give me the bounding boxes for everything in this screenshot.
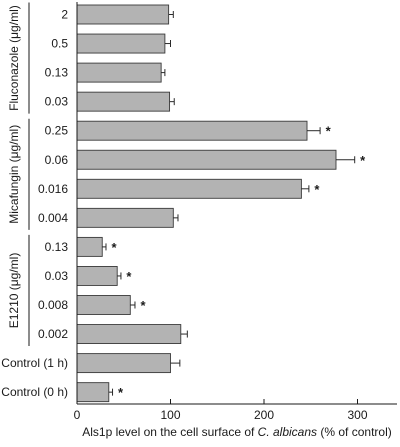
x-axis-title-part-2: (% of control) <box>317 425 392 439</box>
error-bar-3 <box>169 98 175 106</box>
x-axis-title-part-1: C. albicans <box>258 425 317 439</box>
error-bar-10 <box>130 301 136 309</box>
bar-3 <box>76 91 171 112</box>
significance-star-4: * <box>326 124 332 139</box>
category-label-3: 0.03 <box>45 95 69 109</box>
error-bar-9 <box>117 272 122 280</box>
error-bar-8 <box>102 243 107 251</box>
category-label-6: 0.016 <box>38 182 68 196</box>
error-bar-4 <box>307 127 321 135</box>
bars-layer <box>76 4 337 403</box>
x-tick-label-2: 200 <box>254 408 274 422</box>
bar-13 <box>76 382 110 403</box>
bar-4 <box>76 120 308 141</box>
x-tick-label-3: 300 <box>347 408 367 422</box>
category-labels-layer: 2 0.5 0.13 0.03 0.25 0.06 0.016 0.004 0.13 0.03 0.… <box>1 8 68 400</box>
bar-9 <box>76 266 118 286</box>
category-label-8: 0.13 <box>45 240 69 254</box>
error-bar-12 <box>170 359 181 367</box>
bar-6 <box>76 178 302 199</box>
group-label-2: E1210 (μg/ml) <box>7 253 21 329</box>
category-label-0: 2 <box>61 8 68 22</box>
category-label-4: 0.25 <box>45 124 69 138</box>
error-bar-5 <box>335 156 356 164</box>
bar-2 <box>76 62 162 83</box>
bar-1 <box>76 33 166 54</box>
error-bar-0 <box>168 11 174 18</box>
bar-10 <box>76 295 131 315</box>
error-bar-7 <box>173 214 179 222</box>
group-label-0: Fluconazole (μg/ml) <box>7 5 21 111</box>
error-bar-2 <box>161 69 166 77</box>
error-bar-1 <box>164 40 171 48</box>
significance-layer: * * * * * * * <box>111 124 366 400</box>
category-label-9: 0.03 <box>45 269 69 283</box>
x-tick-label-0: 0 <box>74 408 81 422</box>
x-axis: 0 100 200 300 <box>74 2 397 422</box>
category-label-2: 0.13 <box>45 66 69 80</box>
category-label-1: 0.5 <box>51 37 68 51</box>
category-label-12: Control (1 h) <box>1 356 68 370</box>
bar-0 <box>76 4 170 25</box>
bar-12 <box>76 353 171 374</box>
category-label-5: 0.06 <box>45 153 69 167</box>
bar-11 <box>76 324 182 344</box>
x-axis-title-part-0: Als1p level on the cell surface of <box>82 425 257 439</box>
group-labels-layer: Fluconazole (μg/ml) Micafungin (μg/ml) E12… <box>7 2 30 347</box>
bar-7 <box>76 207 174 228</box>
significance-star-9: * <box>126 269 132 284</box>
error-bar-6 <box>301 185 310 193</box>
x-axis-title: Als1p level on the cell surface of C. al… <box>82 425 392 439</box>
significance-star-6: * <box>314 182 320 197</box>
significance-star-5: * <box>360 153 366 168</box>
category-label-11: 0.002 <box>38 327 68 341</box>
bar-5 <box>76 149 337 170</box>
category-label-13: Control (0 h) <box>1 385 68 399</box>
category-label-7: 0.004 <box>38 211 68 225</box>
significance-star-13: * <box>118 385 124 400</box>
error-bars-layer <box>102 11 356 396</box>
error-bar-11 <box>180 330 188 338</box>
group-label-1: Micafungin (μg/ml) <box>7 125 21 224</box>
category-label-10: 0.008 <box>38 298 68 312</box>
x-tick-label-1: 100 <box>160 408 180 422</box>
error-bar-13 <box>108 388 114 396</box>
bar-8 <box>76 236 103 257</box>
significance-star-8: * <box>111 240 117 255</box>
significance-star-10: * <box>140 298 146 313</box>
